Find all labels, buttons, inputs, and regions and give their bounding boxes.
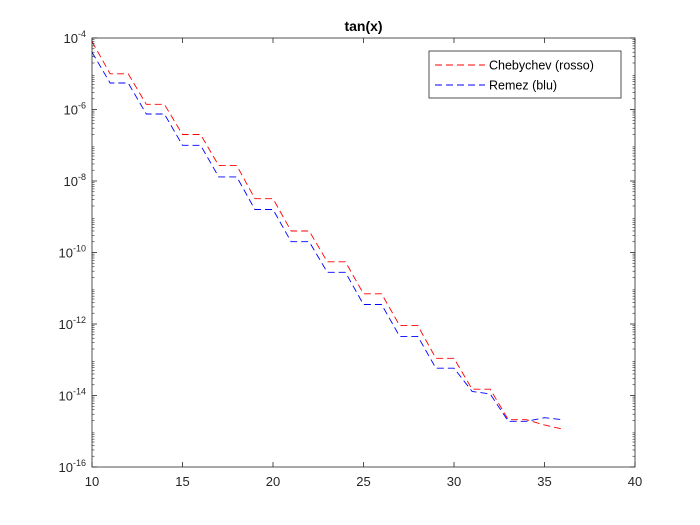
y-tick-label: 10-4 bbox=[64, 29, 86, 46]
y-tick-label: 10-6 bbox=[64, 101, 86, 118]
y-tick-label: 10-10 bbox=[59, 244, 86, 261]
x-tick-label: 40 bbox=[628, 474, 642, 489]
legend-label-2: Remez (blu) bbox=[489, 79, 557, 93]
y-tick-exponent: -6 bbox=[78, 101, 86, 111]
y-tick-exponent: -14 bbox=[73, 387, 86, 397]
x-tick-label: 15 bbox=[175, 474, 189, 489]
x-tick-label: 30 bbox=[447, 474, 461, 489]
y-tick-base: 10 bbox=[64, 31, 78, 46]
chart-title: tan(x) bbox=[344, 18, 382, 34]
axes-layer: 10 15 20 25 30 35 4010-410-610-810-1010-1210-1… bbox=[59, 29, 643, 489]
y-tick-base: 10 bbox=[64, 174, 78, 189]
legend: Chebychev (rosso) Remez (blu) bbox=[428, 50, 622, 99]
x-tick-label: 25 bbox=[356, 474, 370, 489]
y-tick-label: 10-12 bbox=[59, 315, 86, 332]
y-tick-base: 10 bbox=[59, 389, 73, 404]
x-tick-label: 35 bbox=[537, 474, 551, 489]
y-tick-label: 10-8 bbox=[64, 172, 86, 189]
series-layer bbox=[91, 41, 563, 430]
y-tick-base: 10 bbox=[59, 246, 73, 261]
y-tick-exponent: -16 bbox=[73, 458, 86, 468]
y-tick-base: 10 bbox=[64, 103, 78, 118]
y-tick-base: 10 bbox=[59, 317, 73, 332]
plot-area bbox=[92, 38, 635, 467]
legend-label-1: Chebychev (rosso) bbox=[489, 59, 594, 73]
y-tick-exponent: -4 bbox=[78, 29, 86, 39]
legend-box bbox=[428, 50, 622, 99]
y-tick-base: 10 bbox=[59, 460, 73, 475]
y-tick-exponent: -12 bbox=[73, 315, 86, 325]
series-line-2 bbox=[91, 51, 563, 422]
y-tick-label: 10-16 bbox=[59, 458, 86, 475]
y-tick-label: 10-14 bbox=[59, 387, 86, 404]
x-tick-label: 20 bbox=[266, 474, 280, 489]
y-tick-exponent: -10 bbox=[73, 244, 86, 254]
x-tick-label: 10 bbox=[85, 474, 99, 489]
y-tick-exponent: -8 bbox=[78, 172, 86, 182]
